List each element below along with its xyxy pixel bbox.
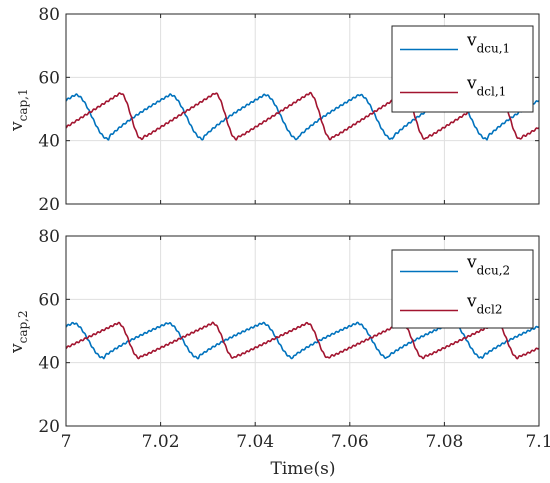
bottom-panel: 20 40 60 80 vcap,2 vdcu,2 vdcl2 7 7.02 7.04 7.06 7.… [7, 227, 550, 452]
y-tick-label: 60 [38, 68, 60, 88]
x-tick-label: 7.08 [425, 432, 463, 452]
x-axis-label: Time(s) [271, 459, 336, 479]
y-tick-label: 20 [38, 195, 60, 215]
legend-label-0: vdcu,2 [466, 253, 510, 278]
series-line-1 [65, 91, 540, 141]
x-tick-label: 7 [61, 432, 72, 452]
y-axis-label: vcap,2 [7, 310, 30, 354]
legend-label-1: vdcl,1 [466, 74, 506, 99]
legend-box [391, 25, 534, 113]
y-tick-label: 80 [38, 5, 60, 25]
y-axis-label: vcap,1 [7, 88, 30, 132]
series-line-1 [65, 321, 540, 360]
y-tick-label: 80 [38, 227, 60, 247]
y-tick-label: 20 [38, 417, 60, 437]
x-tick-label: 7.1 [525, 432, 550, 452]
legend-label-1: vdcl2 [466, 292, 502, 317]
y-tick-label: 40 [38, 132, 60, 152]
legend-box [391, 249, 534, 329]
series-line-0 [65, 321, 540, 360]
plot-frame [65, 235, 540, 427]
x-tick-label: 7.06 [331, 432, 369, 452]
legend-label-0: vdcu,1 [466, 31, 510, 56]
plot-frame [65, 13, 540, 205]
x-tick-label: 7.02 [142, 432, 180, 452]
y-tick-label: 40 [38, 354, 60, 374]
y-tick-label: 60 [38, 290, 60, 310]
top-panel: 20 40 60 80 vcap,1 vdcu,1 vdcl,1 [7, 5, 540, 215]
x-tick-label: 7.04 [236, 432, 274, 452]
